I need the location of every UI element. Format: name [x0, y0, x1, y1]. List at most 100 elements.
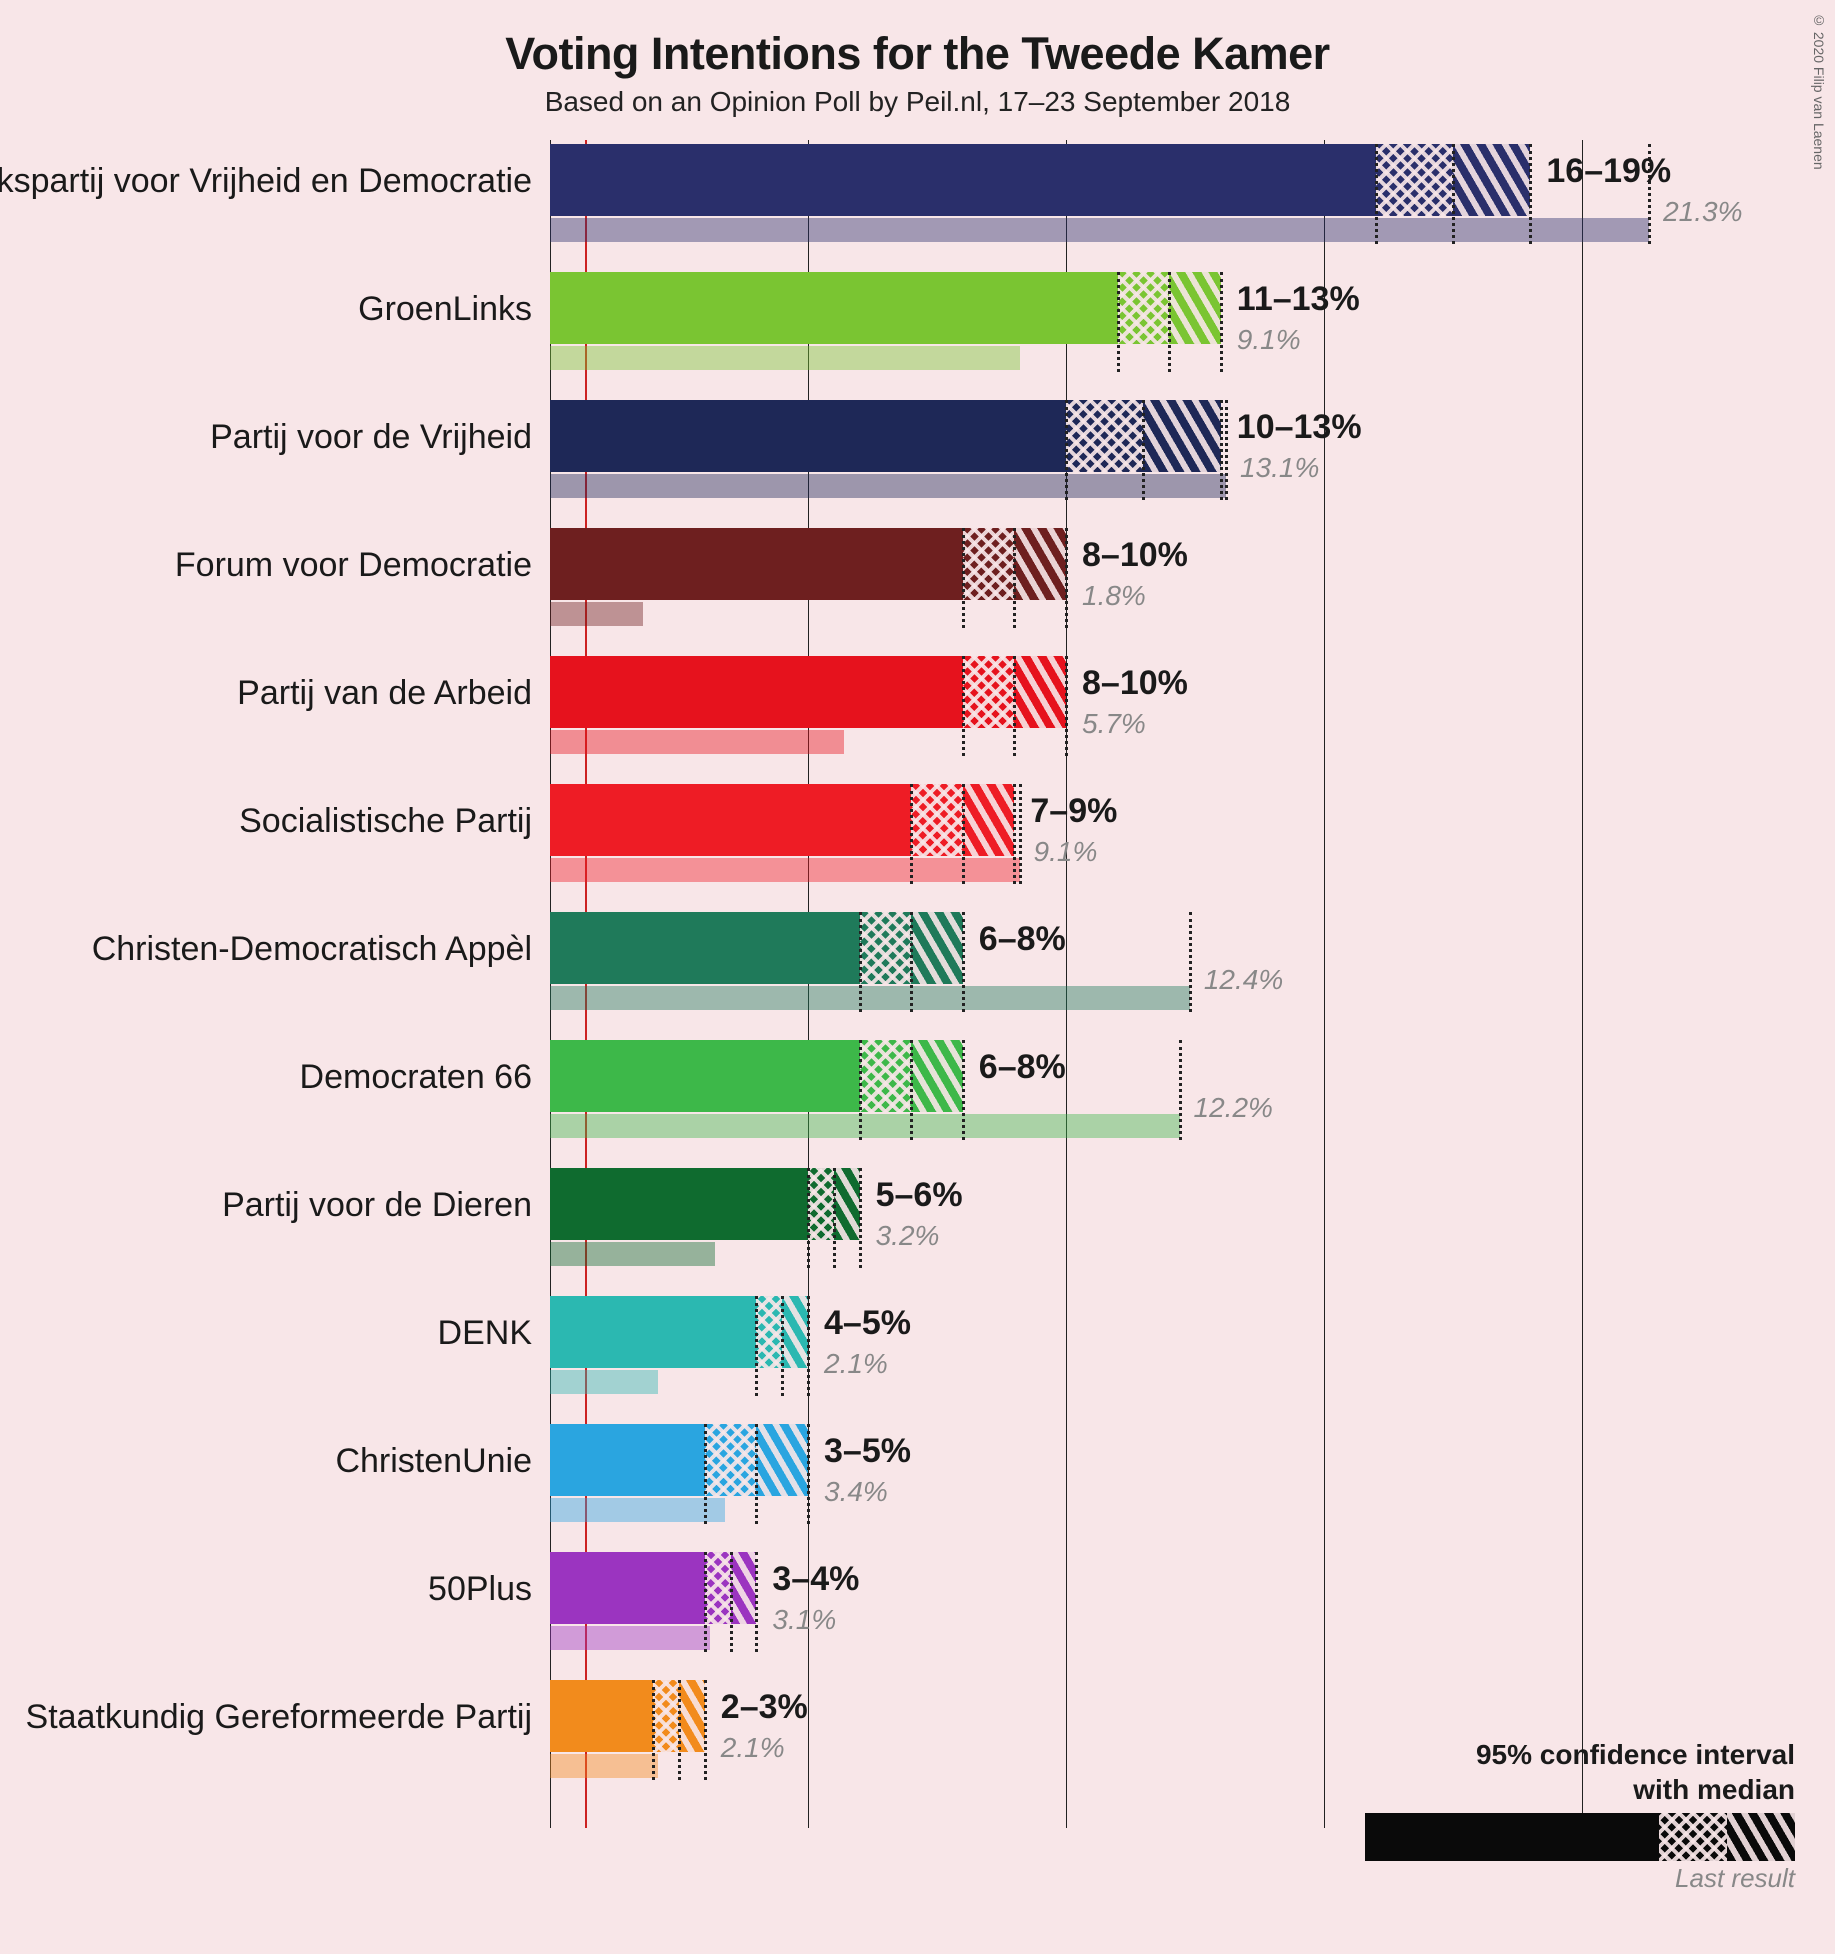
ci-dropline: [807, 1296, 810, 1396]
legend-last-label: Last result: [1365, 1863, 1795, 1894]
bar-median: [705, 1424, 757, 1496]
bar-high: [911, 1040, 963, 1112]
bar-low: [550, 272, 1118, 344]
ci-dropline: [704, 1424, 707, 1524]
bar-low: [550, 528, 963, 600]
party-label: Volkspartij voor Vrijheid en Democratie: [0, 162, 532, 201]
ci-dropline: [859, 912, 862, 1012]
legend-bar-upper: [1727, 1813, 1795, 1861]
ci-dropline: [859, 1040, 862, 1140]
ci-dropline: [962, 912, 965, 1012]
ci-dropline: [1013, 784, 1016, 884]
bar-high: [679, 1680, 705, 1752]
ci-dropline: [1117, 272, 1120, 372]
bar-median: [705, 1552, 731, 1624]
party-label: GroenLinks: [358, 290, 532, 329]
legend-title-line1: 95% confidence interval: [1476, 1739, 1795, 1770]
party-label: Forum voor Democratie: [175, 546, 532, 585]
bar-median: [1066, 400, 1143, 472]
range-label: 3–5%: [824, 1432, 911, 1471]
bar-median: [1376, 144, 1453, 216]
bar-last-result: [550, 346, 1020, 370]
legend-title: 95% confidence interval with median: [1365, 1737, 1795, 1807]
last-result-label: 9.1%: [1237, 324, 1301, 356]
chart-area: Volkspartij voor Vrijheid en Democratie 1…: [0, 140, 1835, 1954]
bar-last-result: [550, 1370, 658, 1394]
bar-last-result: [550, 474, 1226, 498]
ci-dropline: [1065, 400, 1068, 500]
bar-low: [550, 1168, 808, 1240]
bar-high: [756, 1424, 808, 1496]
last-result-label: 2.1%: [824, 1348, 888, 1380]
bar-last-result: [550, 858, 1020, 882]
range-label: 11–13%: [1237, 280, 1360, 319]
bar-high: [834, 1168, 860, 1240]
bar-last-result: [550, 1754, 658, 1778]
ci-dropline: [755, 1424, 758, 1524]
bar-last-result: [550, 218, 1649, 242]
last-result-label: 13.1%: [1240, 452, 1319, 484]
bar-high: [731, 1552, 757, 1624]
party-row: ChristenUnie3–5%3.4%: [550, 1424, 1710, 1552]
bar-last-result: [550, 730, 844, 754]
bar-median: [911, 784, 963, 856]
last-result-label: 3.1%: [772, 1604, 836, 1636]
bar-low: [550, 784, 911, 856]
ci-dropline: [1220, 400, 1223, 500]
range-label: 4–5%: [824, 1304, 911, 1343]
ci-dropline: [962, 784, 965, 884]
legend-bar-median: [1659, 1813, 1727, 1861]
last-result-label: 3.2%: [876, 1220, 940, 1252]
bar-last-result: [550, 986, 1190, 1010]
ci-dropline: [910, 1040, 913, 1140]
party-row: Partij voor de Dieren5–6%3.2%: [550, 1168, 1710, 1296]
bar-low: [550, 1424, 705, 1496]
last-result-label: 21.3%: [1663, 196, 1742, 228]
bar-low: [550, 1552, 705, 1624]
ci-dropline: [755, 1552, 758, 1652]
party-label: Socialistische Partij: [239, 802, 532, 841]
ci-dropline: [755, 1296, 758, 1396]
chart-subtitle: Based on an Opinion Poll by Peil.nl, 17–…: [0, 86, 1835, 118]
party-label: Partij van de Arbeid: [237, 674, 532, 713]
last-dropline: [1019, 784, 1022, 884]
bar-high: [782, 1296, 808, 1368]
last-result-label: 1.8%: [1082, 580, 1146, 612]
party-label: 50Plus: [428, 1570, 532, 1609]
bar-last-result: [550, 1626, 710, 1650]
party-row: Partij van de Arbeid8–10%5.7%: [550, 656, 1710, 784]
party-row: Forum voor Democratie8–10%1.8%: [550, 528, 1710, 656]
bar-low: [550, 144, 1376, 216]
party-label: Partij voor de Dieren: [222, 1186, 532, 1225]
range-label: 3–4%: [772, 1560, 859, 1599]
last-result-label: 9.1%: [1034, 836, 1098, 868]
bar-high: [1014, 528, 1066, 600]
ci-dropline: [652, 1680, 655, 1780]
bar-last-result: [550, 1242, 715, 1266]
range-label: 8–10%: [1082, 536, 1188, 575]
bar-median: [756, 1296, 782, 1368]
last-result-label: 3.4%: [824, 1476, 888, 1508]
plot-area: Volkspartij voor Vrijheid en Democratie1…: [550, 140, 1710, 1930]
last-result-label: 2.1%: [721, 1732, 785, 1764]
last-result-label: 12.4%: [1204, 964, 1283, 996]
party-label: Staatkundig Gereformeerde Partij: [26, 1698, 532, 1737]
bar-median: [860, 912, 912, 984]
ci-dropline: [833, 1168, 836, 1268]
last-result-label: 12.2%: [1194, 1092, 1273, 1124]
party-row: Socialistische Partij7–9%9.1%: [550, 784, 1710, 912]
ci-dropline: [910, 912, 913, 1012]
bar-median: [963, 528, 1015, 600]
bar-low: [550, 912, 860, 984]
ci-dropline: [678, 1680, 681, 1780]
bar-high: [1143, 400, 1220, 472]
ci-dropline: [1220, 272, 1223, 372]
bar-median: [963, 656, 1015, 728]
ci-dropline: [1013, 528, 1016, 628]
party-row: Christen-Democratisch Appèl6–8%12.4%: [550, 912, 1710, 1040]
bar-high: [911, 912, 963, 984]
range-label: 2–3%: [721, 1688, 808, 1727]
bar-high: [1169, 272, 1221, 344]
last-dropline: [1225, 400, 1228, 500]
range-label: 6–8%: [979, 920, 1066, 959]
